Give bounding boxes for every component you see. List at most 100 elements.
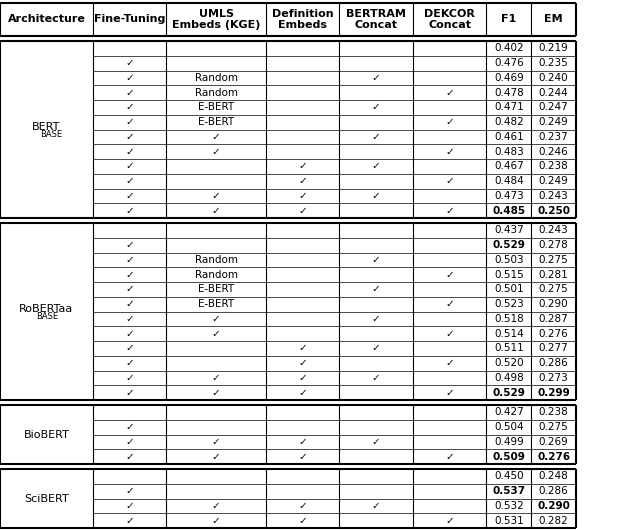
Text: 0.286: 0.286 xyxy=(539,358,568,368)
Text: 0.299: 0.299 xyxy=(537,388,570,398)
Text: ✓: ✓ xyxy=(372,373,380,383)
Text: 0.485: 0.485 xyxy=(492,205,525,216)
Text: 0.518: 0.518 xyxy=(494,314,524,324)
Text: 0.461: 0.461 xyxy=(494,132,524,142)
Text: ✓: ✓ xyxy=(125,299,134,309)
Text: ✓: ✓ xyxy=(125,255,134,265)
Text: ✓: ✓ xyxy=(298,452,307,461)
Text: 0.250: 0.250 xyxy=(537,205,570,216)
Text: BASE: BASE xyxy=(36,312,58,321)
Text: ✓: ✓ xyxy=(212,501,220,511)
Text: ✓: ✓ xyxy=(212,147,220,157)
Text: 0.529: 0.529 xyxy=(492,240,525,250)
Text: ✓: ✓ xyxy=(125,270,134,280)
Text: ✓: ✓ xyxy=(298,205,307,216)
Text: ✓: ✓ xyxy=(125,132,134,142)
Text: 0.278: 0.278 xyxy=(539,240,568,250)
Text: 0.498: 0.498 xyxy=(494,373,524,383)
Text: ✓: ✓ xyxy=(445,147,454,157)
Text: 0.473: 0.473 xyxy=(494,191,524,201)
Text: E-BERT: E-BERT xyxy=(198,285,234,294)
Text: ✓: ✓ xyxy=(125,314,134,324)
Text: ✓: ✓ xyxy=(125,388,134,398)
Text: 0.427: 0.427 xyxy=(494,407,524,417)
Text: 0.287: 0.287 xyxy=(539,314,568,324)
Text: ✓: ✓ xyxy=(212,388,220,398)
Text: 0.290: 0.290 xyxy=(539,299,568,309)
Text: ✓: ✓ xyxy=(212,452,220,461)
Text: ✓: ✓ xyxy=(125,329,134,339)
Text: E-BERT: E-BERT xyxy=(198,102,234,113)
Text: Architecture: Architecture xyxy=(8,14,85,24)
Text: UMLS
Embeds (KGE): UMLS Embeds (KGE) xyxy=(172,8,260,30)
Text: 0.471: 0.471 xyxy=(494,102,524,113)
Text: ✓: ✓ xyxy=(298,191,307,201)
Text: 0.529: 0.529 xyxy=(492,388,525,398)
Text: ✓: ✓ xyxy=(445,452,454,461)
Text: 0.514: 0.514 xyxy=(494,329,524,339)
Text: 0.402: 0.402 xyxy=(494,44,524,54)
Text: ✓: ✓ xyxy=(445,205,454,216)
Text: ✓: ✓ xyxy=(212,329,220,339)
Text: SciBERT: SciBERT xyxy=(24,493,68,503)
Text: ✓: ✓ xyxy=(298,437,307,447)
Text: 0.469: 0.469 xyxy=(494,73,524,83)
Text: 0.246: 0.246 xyxy=(539,147,568,157)
Text: Random: Random xyxy=(195,73,237,83)
Text: 0.276: 0.276 xyxy=(537,452,570,461)
Text: ✓: ✓ xyxy=(298,161,307,172)
Text: 0.281: 0.281 xyxy=(539,270,568,280)
Text: ✓: ✓ xyxy=(125,516,134,526)
Text: Random: Random xyxy=(195,255,237,265)
Text: ✓: ✓ xyxy=(125,102,134,113)
Text: 0.483: 0.483 xyxy=(494,147,524,157)
Text: ✓: ✓ xyxy=(372,73,380,83)
Text: BERTRAM
Concat: BERTRAM Concat xyxy=(346,8,406,30)
Text: ✓: ✓ xyxy=(445,270,454,280)
Text: ✓: ✓ xyxy=(298,176,307,186)
Text: 0.484: 0.484 xyxy=(494,176,524,186)
Text: Fine-Tuning: Fine-Tuning xyxy=(94,14,165,24)
Text: 0.249: 0.249 xyxy=(539,176,568,186)
Text: ✓: ✓ xyxy=(125,358,134,368)
Text: 0.531: 0.531 xyxy=(494,516,524,526)
Text: 0.277: 0.277 xyxy=(539,344,568,353)
Text: DEKCOR
Concat: DEKCOR Concat xyxy=(424,8,475,30)
Text: 0.237: 0.237 xyxy=(539,132,568,142)
Text: ✓: ✓ xyxy=(125,205,134,216)
Text: ✓: ✓ xyxy=(298,358,307,368)
Text: ✓: ✓ xyxy=(372,161,380,172)
Text: ✓: ✓ xyxy=(125,176,134,186)
Text: 0.499: 0.499 xyxy=(494,437,524,447)
Text: 0.537: 0.537 xyxy=(492,486,525,496)
Text: 0.467: 0.467 xyxy=(494,161,524,172)
Text: ✓: ✓ xyxy=(212,516,220,526)
Text: ✓: ✓ xyxy=(445,117,454,127)
Text: 0.520: 0.520 xyxy=(494,358,524,368)
Text: 0.275: 0.275 xyxy=(539,285,568,294)
Text: ✓: ✓ xyxy=(125,285,134,294)
Text: 0.515: 0.515 xyxy=(494,270,524,280)
Text: Definition
Embeds: Definition Embeds xyxy=(271,8,333,30)
Text: ✓: ✓ xyxy=(298,516,307,526)
Text: ✓: ✓ xyxy=(445,329,454,339)
Text: 0.476: 0.476 xyxy=(494,58,524,68)
Text: BERT: BERT xyxy=(32,123,61,133)
Text: 0.532: 0.532 xyxy=(494,501,524,511)
Text: ✓: ✓ xyxy=(445,88,454,98)
Text: Random: Random xyxy=(195,88,237,98)
Text: ✓: ✓ xyxy=(125,147,134,157)
Text: 0.247: 0.247 xyxy=(539,102,568,113)
Text: ✓: ✓ xyxy=(125,344,134,353)
Text: ✓: ✓ xyxy=(298,344,307,353)
Text: ✓: ✓ xyxy=(372,314,380,324)
Text: ✓: ✓ xyxy=(445,388,454,398)
Text: ✓: ✓ xyxy=(125,117,134,127)
Text: 0.269: 0.269 xyxy=(539,437,568,447)
Text: BASE: BASE xyxy=(40,130,63,139)
Text: ✓: ✓ xyxy=(125,422,134,432)
Text: 0.286: 0.286 xyxy=(539,486,568,496)
Text: ✓: ✓ xyxy=(212,437,220,447)
Text: 0.478: 0.478 xyxy=(494,88,524,98)
Text: ✓: ✓ xyxy=(125,58,134,68)
